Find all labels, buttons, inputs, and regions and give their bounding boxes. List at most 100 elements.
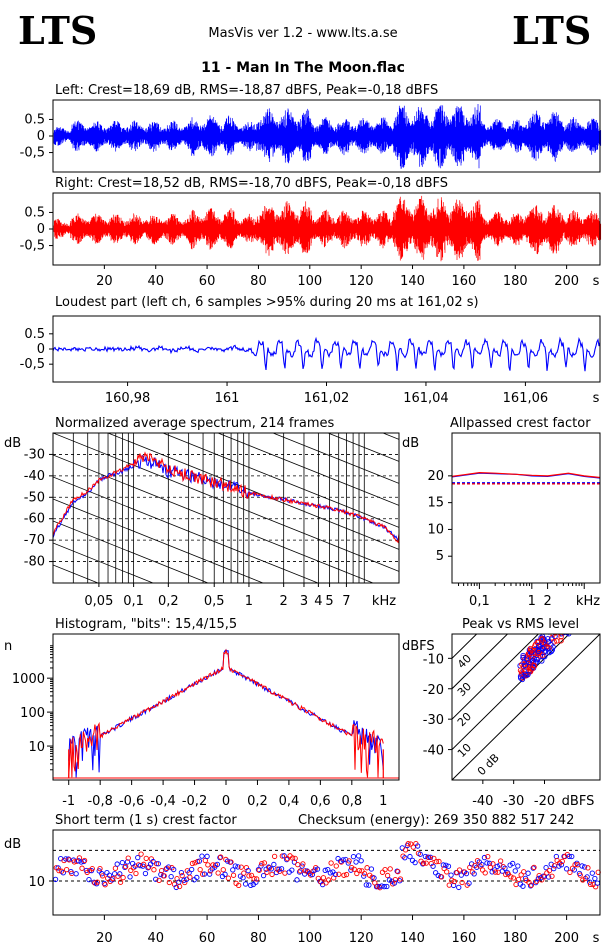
crest-point <box>145 865 151 871</box>
crest-point <box>474 864 480 870</box>
spectrum-title: Normalized average spectrum, 214 frames <box>55 416 334 431</box>
x-tick-label: 60 <box>199 274 216 289</box>
crest-point <box>73 871 79 877</box>
crest-point <box>218 854 224 860</box>
crest-point <box>141 861 147 867</box>
left-waveform-plot-frame <box>52 99 601 173</box>
crest-point <box>171 866 177 873</box>
y-tick-label: -70 <box>24 533 45 548</box>
crest-point <box>525 870 531 876</box>
crest-point <box>294 877 300 883</box>
peak-vs-rms-plot-frame <box>451 633 601 781</box>
crest-point <box>258 863 264 869</box>
checksum-annotation: Checksum (energy): 269 350 882 517 242 <box>298 813 574 828</box>
crest-point <box>510 860 516 867</box>
x-tick-label: 40 <box>147 931 164 946</box>
crest-point <box>176 883 183 890</box>
y-tick-label: -30 <box>423 713 444 728</box>
slope-line <box>53 520 210 583</box>
level-point <box>554 638 560 644</box>
app-title: MasVis ver 1.2 - www.lts.a.se <box>208 26 398 41</box>
crest-point <box>230 872 237 878</box>
crest-point <box>556 863 562 869</box>
peak-vs-rms-title: Peak vs RMS level <box>462 617 579 632</box>
crest-point <box>189 866 195 873</box>
crest-point <box>361 870 368 877</box>
level-point <box>539 652 546 658</box>
crest-point <box>132 863 138 869</box>
level-point <box>538 637 545 643</box>
crest-point <box>53 865 59 871</box>
crest-point <box>521 869 527 875</box>
crest-point <box>376 884 382 890</box>
crest-point <box>490 861 496 867</box>
histogram-series-1 <box>68 648 384 778</box>
crest-point <box>238 864 244 870</box>
crest-point <box>371 875 377 881</box>
crest-point <box>487 864 493 870</box>
crest-point <box>199 853 205 859</box>
crest-point <box>135 854 141 861</box>
crest-point <box>569 853 575 860</box>
crest-point <box>166 879 172 886</box>
level-point <box>559 634 565 637</box>
crest-point <box>151 867 157 873</box>
slope-line <box>53 542 155 583</box>
left-waveform-panel: Left: Crest=18,69 dB, RMS=-18,87 dBFS, P… <box>20 83 602 169</box>
crest-point <box>289 867 295 873</box>
crest-point <box>220 867 226 873</box>
allpassed-crest-plot-frame <box>451 432 601 584</box>
crest-point <box>427 854 434 860</box>
crest-point <box>366 882 372 888</box>
level-point <box>540 640 546 646</box>
crest-point <box>173 884 179 891</box>
time-axis: 20 40 60 80 100 120 140 160 180 200 s <box>96 265 600 289</box>
crest-point <box>63 856 69 862</box>
crest-point <box>346 858 352 864</box>
y-tick-label: 10 <box>427 522 444 537</box>
crest-point <box>438 874 445 880</box>
level-point <box>558 634 564 637</box>
x-tick-label: 161 <box>215 391 240 406</box>
crest-point <box>99 873 106 879</box>
x-tick-label: 140 <box>400 274 425 289</box>
x-tick-label: 1 <box>245 594 253 609</box>
crest-point <box>579 863 585 869</box>
level-point <box>553 634 559 636</box>
crest-point <box>337 858 344 864</box>
right-waveform-title: Right: Crest=18,52 dB, RMS=-18,70 dBFS, … <box>55 176 448 191</box>
crest-point <box>236 882 242 889</box>
crest-point <box>278 866 285 872</box>
crest-point <box>577 872 583 878</box>
x-tick-label: 100 <box>297 931 322 946</box>
crest-point <box>269 871 275 878</box>
crest-point <box>408 841 414 847</box>
y-tick-label: 0.5 <box>24 327 45 342</box>
x-tick-label: 5 <box>325 594 333 609</box>
crest-point <box>407 853 413 860</box>
loudest-part-title: Loudest part (left ch, 6 samples >95% du… <box>55 295 479 310</box>
crest-point <box>551 865 557 872</box>
level-point <box>517 667 524 674</box>
crest-point <box>508 874 514 880</box>
crest-point <box>142 870 149 877</box>
y-tick-label: 10 <box>28 875 45 890</box>
crest-point <box>284 856 290 863</box>
crest-point <box>384 872 391 879</box>
level-point <box>522 672 529 678</box>
crest-point <box>284 856 291 862</box>
crest-point <box>81 857 88 864</box>
crest-point <box>571 867 577 873</box>
slope-line <box>271 433 399 484</box>
crest-point <box>479 861 485 868</box>
x-tick-label: 120 <box>349 931 374 946</box>
crest-point <box>566 853 572 860</box>
crest-point <box>179 872 185 879</box>
crest-point <box>309 871 316 878</box>
crest-point <box>291 859 298 865</box>
crest-point <box>104 870 110 876</box>
crest-point <box>241 870 247 876</box>
crest-point <box>273 869 280 876</box>
x-tick-label: 20 <box>96 274 113 289</box>
histogram-panel: Histogram, "bits": 15,4/15,5n100010010-1… <box>4 617 399 809</box>
